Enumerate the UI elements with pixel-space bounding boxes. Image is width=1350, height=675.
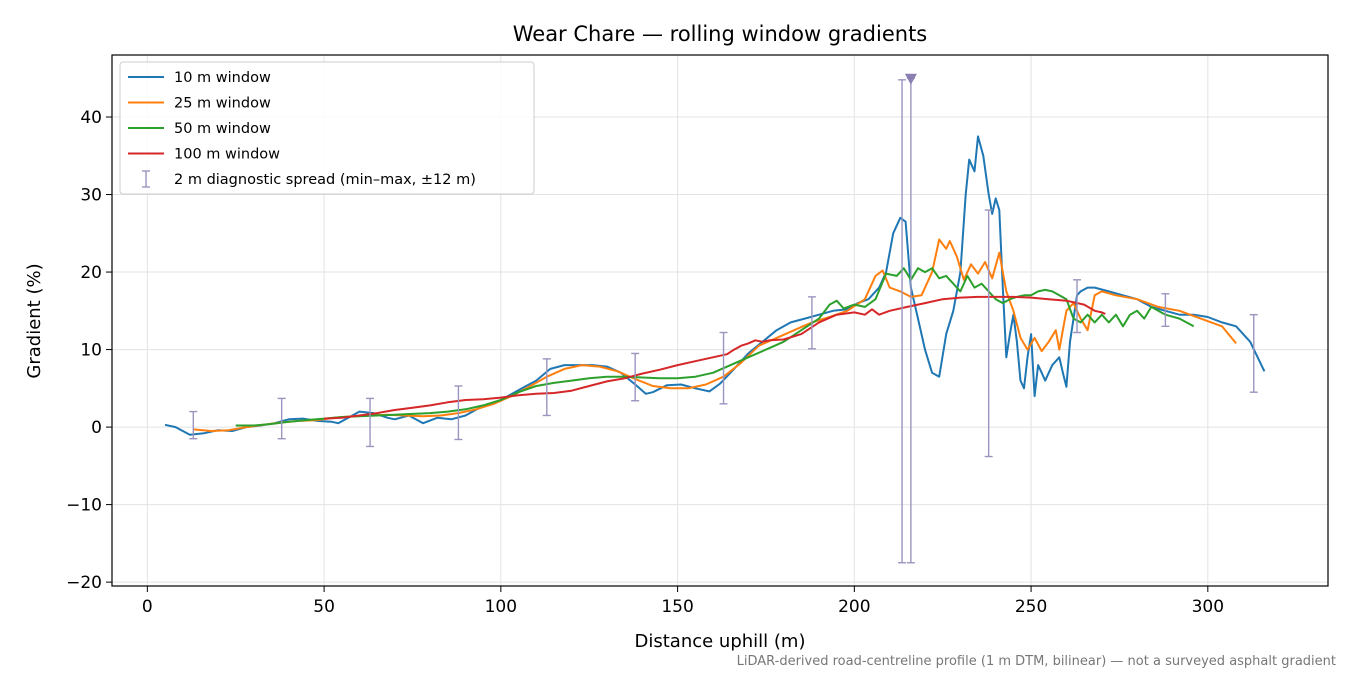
legend-item: 25 m window: [128, 96, 271, 112]
y-tick-label: 0: [91, 418, 102, 438]
y-tick-label: 40: [80, 108, 102, 128]
y-tick-label: −20: [66, 573, 102, 593]
legend-item: 2 m diagnostic spread (min–max, ±12 m): [142, 170, 476, 188]
y-tick-label: −10: [66, 496, 102, 516]
error-bar: [631, 352, 640, 402]
series-line-4: [324, 295, 1106, 420]
error-bar: [906, 77, 915, 564]
footnote: LiDAR-derived road-centreline profile (1…: [737, 654, 1336, 669]
series-line-1: [164, 135, 1266, 436]
tick-layer: 0 50 100 150 200 250 300 −20 −10 0 10 20 30 40: [66, 108, 1224, 617]
plot-frame: [111, 54, 1329, 587]
legend-label: 25 m window: [174, 96, 271, 112]
marker-layer: [904, 73, 917, 85]
error-bar: [277, 397, 286, 440]
error-bar: [719, 331, 728, 405]
legend-label: 2 m diagnostic spread (min–max, ±12 m): [174, 172, 476, 188]
error-bar: [1249, 313, 1258, 393]
series-line-2: [193, 238, 1237, 432]
x-axis-label: Distance uphill (m): [635, 631, 806, 652]
error-bar: [366, 397, 375, 448]
legend-label: 100 m window: [174, 147, 280, 163]
chart-title: Wear Chare — rolling window gradients: [513, 22, 928, 46]
legend-box: [119, 61, 535, 195]
error-bar: [984, 209, 993, 458]
series-line-3: [235, 267, 1195, 427]
x-tick-label: 50: [313, 597, 335, 617]
error-bar: [542, 358, 551, 417]
error-bar: [454, 385, 463, 441]
x-tick-label: 200: [838, 597, 870, 617]
legend-label: 50 m window: [174, 121, 271, 137]
legend-item: 100 m window: [128, 147, 280, 163]
x-tick-label: 150: [661, 597, 693, 617]
x-tick-label: 100: [485, 597, 517, 617]
x-tick-label: 300: [1192, 597, 1224, 617]
clipped-value-marker: [904, 73, 917, 85]
x-tick-label: 0: [142, 597, 153, 617]
errorbar-layer: [189, 77, 1258, 564]
x-tick-label: 250: [1015, 597, 1047, 617]
error-bar: [189, 410, 198, 440]
legend-entries: 10 m window 25 m window 50 m window 100 m w…: [128, 70, 476, 188]
legend-item: 10 m window: [128, 70, 271, 86]
legend-label: 10 m window: [174, 70, 271, 86]
error-bar: [898, 79, 907, 564]
error-bar: [1161, 293, 1170, 328]
error-bar: [807, 296, 816, 350]
error-bar: [1073, 279, 1082, 334]
y-tick-label: 20: [80, 263, 102, 283]
legend-item: 50 m window: [128, 121, 271, 137]
y-tick-label: 10: [80, 341, 102, 361]
y-tick-label: 30: [80, 186, 102, 206]
legend: 10 m window 25 m window 50 m window 100 m w…: [119, 61, 535, 195]
y-axis-label: Gradient (%): [24, 263, 45, 378]
series-layer: [164, 135, 1266, 436]
